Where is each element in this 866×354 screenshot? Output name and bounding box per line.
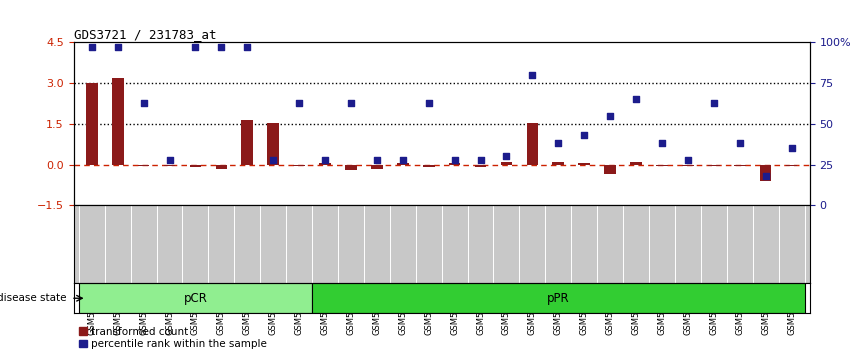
Point (629, 97, 643, 102)
Point (318, 157, 332, 162)
Point (681, 157, 695, 162)
Point (500, 154, 514, 159)
Point (655, 141, 669, 146)
Text: pPR: pPR (547, 292, 570, 305)
Bar (475, 165, 487, 167)
Bar (656, 165, 668, 166)
Text: pCR: pCR (184, 292, 207, 305)
Bar (268, 122, 279, 165)
Point (215, 45, 229, 50)
Point (526, 72, 540, 78)
Bar (630, 162, 642, 165)
Legend: transformed count, percentile rank within the sample: transformed count, percentile rank withi… (79, 327, 268, 349)
Bar (423, 165, 435, 167)
Bar (578, 163, 590, 165)
Point (163, 157, 177, 162)
Point (189, 45, 203, 50)
Bar (312, 283, 805, 313)
Point (396, 157, 410, 162)
Bar (734, 165, 746, 166)
Point (604, 113, 617, 119)
Point (241, 45, 255, 50)
Bar (320, 163, 331, 165)
Bar (708, 165, 720, 166)
Bar (164, 165, 175, 166)
Point (759, 173, 772, 179)
Point (344, 100, 358, 105)
Bar (604, 165, 616, 174)
Bar (346, 165, 357, 170)
Point (552, 141, 565, 146)
Point (422, 100, 436, 105)
Point (707, 100, 721, 105)
Bar (79, 283, 312, 313)
Bar (397, 163, 409, 165)
Bar (682, 165, 694, 166)
Bar (449, 163, 461, 165)
Bar (216, 165, 227, 169)
Bar (112, 78, 124, 165)
Bar (138, 165, 150, 166)
Bar (86, 83, 98, 165)
Text: disease state: disease state (0, 293, 66, 303)
Point (474, 157, 488, 162)
Bar (527, 122, 538, 165)
Bar (242, 120, 253, 165)
Point (137, 100, 151, 105)
Bar (759, 165, 772, 181)
Point (733, 141, 746, 146)
Point (266, 157, 280, 162)
Bar (553, 162, 564, 165)
Point (85, 45, 99, 50)
Bar (294, 165, 305, 166)
Point (578, 132, 591, 138)
Point (111, 45, 125, 50)
Point (292, 100, 306, 105)
Point (785, 145, 798, 151)
Point (448, 157, 462, 162)
Bar (371, 165, 383, 169)
Point (370, 157, 384, 162)
Bar (785, 165, 798, 166)
Text: GDS3721 / 231783_at: GDS3721 / 231783_at (74, 28, 216, 41)
Bar (501, 162, 513, 165)
Bar (190, 165, 201, 167)
